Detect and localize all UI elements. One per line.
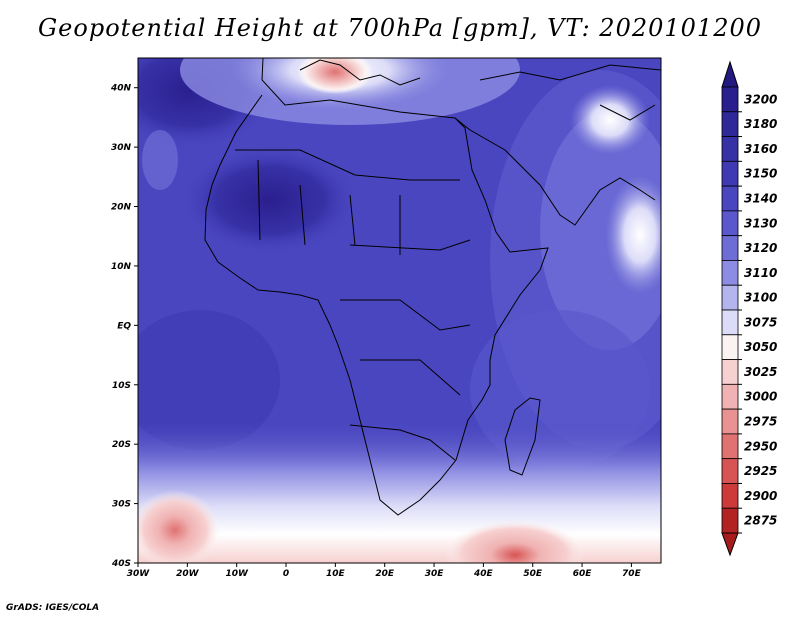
colorbar-label: 3050 xyxy=(744,340,777,354)
colorbar-swatch xyxy=(721,160,739,187)
colorbar-label: 3200 xyxy=(744,92,777,106)
colorbar-swatch xyxy=(721,383,739,410)
lat-tick-label: 10S xyxy=(112,381,131,391)
map-frame xyxy=(137,57,662,564)
colorbar-bottom-cap xyxy=(721,532,739,557)
height-field xyxy=(138,58,661,563)
lon-tick-label: 10E xyxy=(326,569,346,579)
colorbar-swatch xyxy=(721,111,739,137)
map-title: Geopotential Height at 700hPa [gpm], VT:… xyxy=(38,14,762,42)
coastlines xyxy=(204,58,661,516)
colorbar-label: 3025 xyxy=(744,365,777,379)
lat-tick-label: 40N xyxy=(110,84,132,94)
colorbar-label: 2975 xyxy=(744,415,777,429)
lat-tick-label: 10N xyxy=(111,262,132,272)
colorbar-label: 3075 xyxy=(744,315,777,329)
lon-tick-label: 10W xyxy=(225,569,249,579)
grads-credit: GrADS: IGES/COLA xyxy=(6,603,100,613)
colorbar-swatch xyxy=(721,210,739,237)
colorbar-swatch xyxy=(721,483,739,509)
colorbar-label: 2900 xyxy=(744,489,777,503)
colorbar-label: 2925 xyxy=(744,464,777,478)
lat-tick-label: EQ xyxy=(117,321,131,331)
colorbar-label: 3000 xyxy=(744,390,777,404)
colorbar-label: 3140 xyxy=(744,192,777,206)
lat-tick-label: 20N xyxy=(111,203,132,213)
colorbar-swatch xyxy=(721,260,739,286)
colorbar-label: 3110 xyxy=(744,266,777,280)
colorbar-swatch xyxy=(721,284,739,311)
lat-tick-label: 30N xyxy=(111,143,132,153)
colorbar-label: 2950 xyxy=(744,439,777,453)
colorbar-swatch xyxy=(721,136,739,162)
lon-tick-label: 20W xyxy=(176,569,200,579)
colorbar-swatch xyxy=(721,458,739,484)
colorbar-swatch xyxy=(721,235,739,261)
lon-tick-label: 30E xyxy=(425,569,445,579)
colorbar-label: 3100 xyxy=(744,291,777,305)
lat-tick-label: 20S xyxy=(112,440,131,450)
lon-tick-label: 30W xyxy=(127,569,151,579)
colorbar-swatch xyxy=(721,408,739,435)
colorbar-swatch xyxy=(721,334,739,360)
colorbar-label: 3150 xyxy=(744,167,777,181)
lon-tick-label: 40E xyxy=(473,569,494,579)
colorbar-swatch xyxy=(721,433,739,460)
colorbar-label: 2875 xyxy=(744,514,777,528)
colorbar-swatch xyxy=(721,359,739,385)
colorbar-label: 3180 xyxy=(744,117,777,131)
colorbar-label: 3160 xyxy=(744,142,777,156)
colorbar-swatch xyxy=(721,309,739,336)
lon-tick-label: 60E xyxy=(573,569,593,579)
colorbar-swatch xyxy=(721,86,739,113)
colorbar-label: 3130 xyxy=(744,216,777,230)
lon-tick-label: 0 xyxy=(283,569,289,579)
colorbar-label: 3120 xyxy=(744,241,777,255)
colorbar: 3200 3180 3160 3150 3140 3130 3120 3110 3100 3075… xyxy=(721,60,777,557)
lat-tick-label: 30S xyxy=(112,500,131,510)
colorbar-top-cap xyxy=(721,60,739,88)
lon-tick-label: 70E xyxy=(622,569,642,579)
lat-tick-label: 40S xyxy=(111,559,131,569)
lon-tick-label: 50E xyxy=(523,569,543,579)
colorbar-swatch xyxy=(721,507,739,534)
lon-tick-label: 20E xyxy=(375,569,395,579)
colorbar-swatch xyxy=(721,185,739,212)
